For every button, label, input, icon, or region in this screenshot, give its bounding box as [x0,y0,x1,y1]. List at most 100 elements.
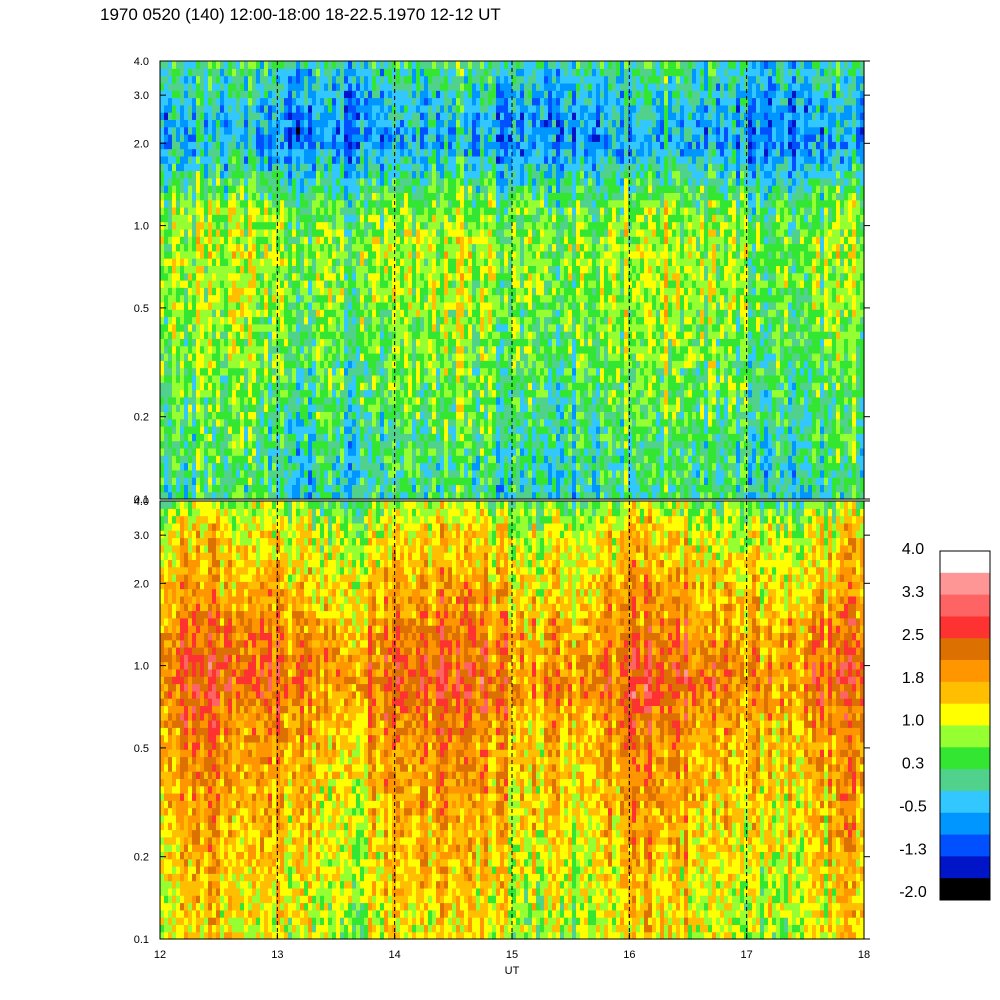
heatmap-cell [412,214,417,223]
heatmap-cell [384,155,389,164]
heatmap-cell [404,433,409,442]
heatmap-cell [268,396,273,405]
heatmap-cell [312,287,317,296]
heatmap-cell [172,360,177,369]
heatmap-cell [300,97,305,106]
heatmap-cell [260,185,265,193]
heatmap-cell [244,199,249,208]
heatmap-cell [240,155,245,164]
heatmap-cell [424,61,429,69]
heatmap-cell [244,272,249,281]
heatmap-cell [204,433,209,442]
heatmap-cell [356,477,361,485]
heatmap-cell [220,272,225,281]
heatmap-cell [408,360,413,369]
heatmap-cell [396,112,401,120]
heatmap-cell [268,382,273,391]
heatmap-cell [184,477,189,485]
heatmap-cell [268,316,273,325]
heatmap-cell [240,360,245,369]
heatmap-cell [340,455,345,464]
heatmap-cell [216,447,221,456]
heatmap-cell [180,104,185,113]
heatmap-cell [248,126,253,135]
heatmap-cell [196,82,201,91]
heatmap-cell [404,309,409,318]
heatmap-cell [364,272,369,281]
heatmap-cell [336,75,341,84]
heatmap-cell [196,265,201,274]
heatmap-cell [456,331,461,339]
heatmap-cell [468,418,473,427]
heatmap-cell [356,338,361,347]
heatmap-cell [388,433,393,442]
heatmap-cell [488,221,493,230]
heatmap-cell [256,367,261,376]
heatmap-cell [364,214,369,223]
heatmap-cell [400,148,405,157]
heatmap-cell [300,447,305,456]
heatmap-cell [236,228,241,237]
heatmap-cell [380,90,385,99]
heatmap-cell [272,345,277,354]
heatmap-cell [304,360,309,369]
heatmap-cell [460,440,465,449]
heatmap-cell [304,331,309,339]
heatmap-cell [304,309,309,318]
heatmap-cell [400,250,405,259]
heatmap-cell [164,243,169,252]
heatmap-cell [380,236,385,245]
heatmap-cell [476,389,481,398]
heatmap-cell [416,455,421,464]
heatmap-cell [428,272,433,281]
heatmap-cell [388,221,393,230]
heatmap-cell [236,75,241,84]
heatmap-cell [300,323,305,332]
heatmap-cell [396,367,401,376]
heatmap-cell [264,97,269,106]
heatmap-cell [384,338,389,347]
heatmap-cell [312,119,317,128]
heatmap-cell [228,484,233,493]
heatmap-cell [232,491,237,500]
heatmap-cell [268,491,273,500]
heatmap-cell [432,294,437,303]
heatmap-cell [332,192,337,201]
heatmap-cell [324,112,329,120]
heatmap-cell [184,396,189,405]
heatmap-cell [476,207,481,215]
heatmap-cell [448,82,453,91]
heatmap-cell [200,309,205,318]
heatmap-cell [476,338,481,347]
heatmap-cell [196,155,201,164]
heatmap-cell [456,491,461,500]
heatmap-cell [276,404,281,412]
heatmap-cell [340,491,345,500]
heatmap-cell [348,243,353,252]
heatmap-cell [268,265,273,274]
heatmap-cell [384,134,389,142]
heatmap-cell [176,389,181,398]
heatmap-cell [308,404,313,412]
heatmap-cell [288,134,293,142]
heatmap-cell [456,207,461,215]
heatmap-cell [420,404,425,412]
heatmap-cell [324,360,329,369]
heatmap-cell [380,287,385,296]
heatmap-cell [352,374,357,383]
heatmap-cell [468,250,473,259]
heatmap-cell [272,199,277,208]
heatmap-cell [228,134,233,142]
heatmap-cell [196,170,201,179]
heatmap-cell [376,272,381,281]
heatmap-cell [300,90,305,99]
heatmap-cell [320,177,325,186]
heatmap-cell [452,272,457,281]
heatmap-cell [224,411,229,420]
heatmap-cell [484,214,489,223]
heatmap-cell [424,404,429,412]
heatmap-cell [324,236,329,245]
heatmap-cell [244,75,249,84]
heatmap-cell [348,367,353,376]
heatmap-cell [168,404,173,412]
